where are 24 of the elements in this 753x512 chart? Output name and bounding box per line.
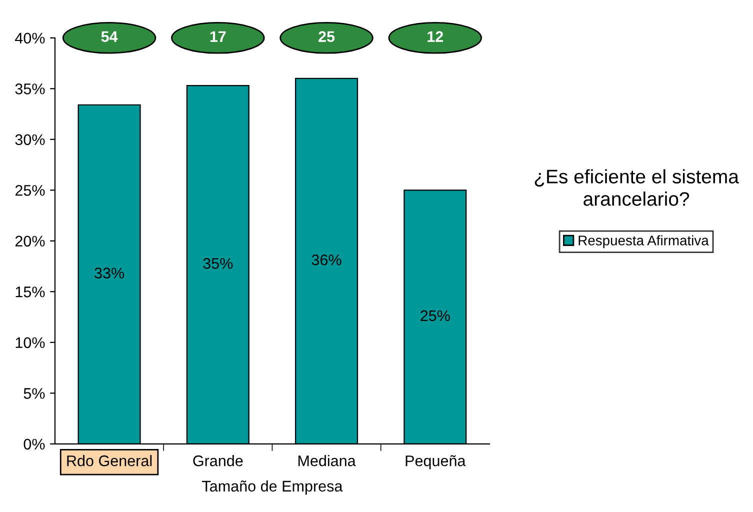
y-tick-label: 10% xyxy=(16,337,45,348)
y-tick-label: 25% xyxy=(15,185,45,196)
annotation: 12 xyxy=(428,31,444,42)
y-tick-label: 15% xyxy=(16,286,45,298)
y-tick-label: 5% xyxy=(24,388,45,399)
data-label: 33% xyxy=(94,268,124,278)
legend-label: Respuesta Afirmativa xyxy=(578,235,709,248)
text: ¿Es eficiente el sistema arancelario? xyxy=(534,169,739,206)
y-tick-label: 30% xyxy=(15,134,45,146)
annotation: 54 xyxy=(101,31,118,42)
x-tick-label: Grande xyxy=(193,455,243,466)
y-tick-label: 20% xyxy=(15,236,45,247)
y-tick-label: 0% xyxy=(24,438,45,450)
x-tick-label: Rdo General xyxy=(67,455,152,466)
x-tick-label: Mediana xyxy=(298,455,356,466)
x-axis-title: Tamaño de Empresa xyxy=(202,480,343,495)
annotation: 17 xyxy=(210,31,226,42)
x-tick-label: Pequeña xyxy=(406,455,466,470)
y-tick-label: 35% xyxy=(15,84,45,94)
data-label: 25% xyxy=(420,310,450,322)
data-label: 35% xyxy=(203,258,233,269)
annotation: 25 xyxy=(318,31,335,42)
y-tick-label: 40% xyxy=(15,32,45,44)
data-label: 36% xyxy=(312,254,342,266)
